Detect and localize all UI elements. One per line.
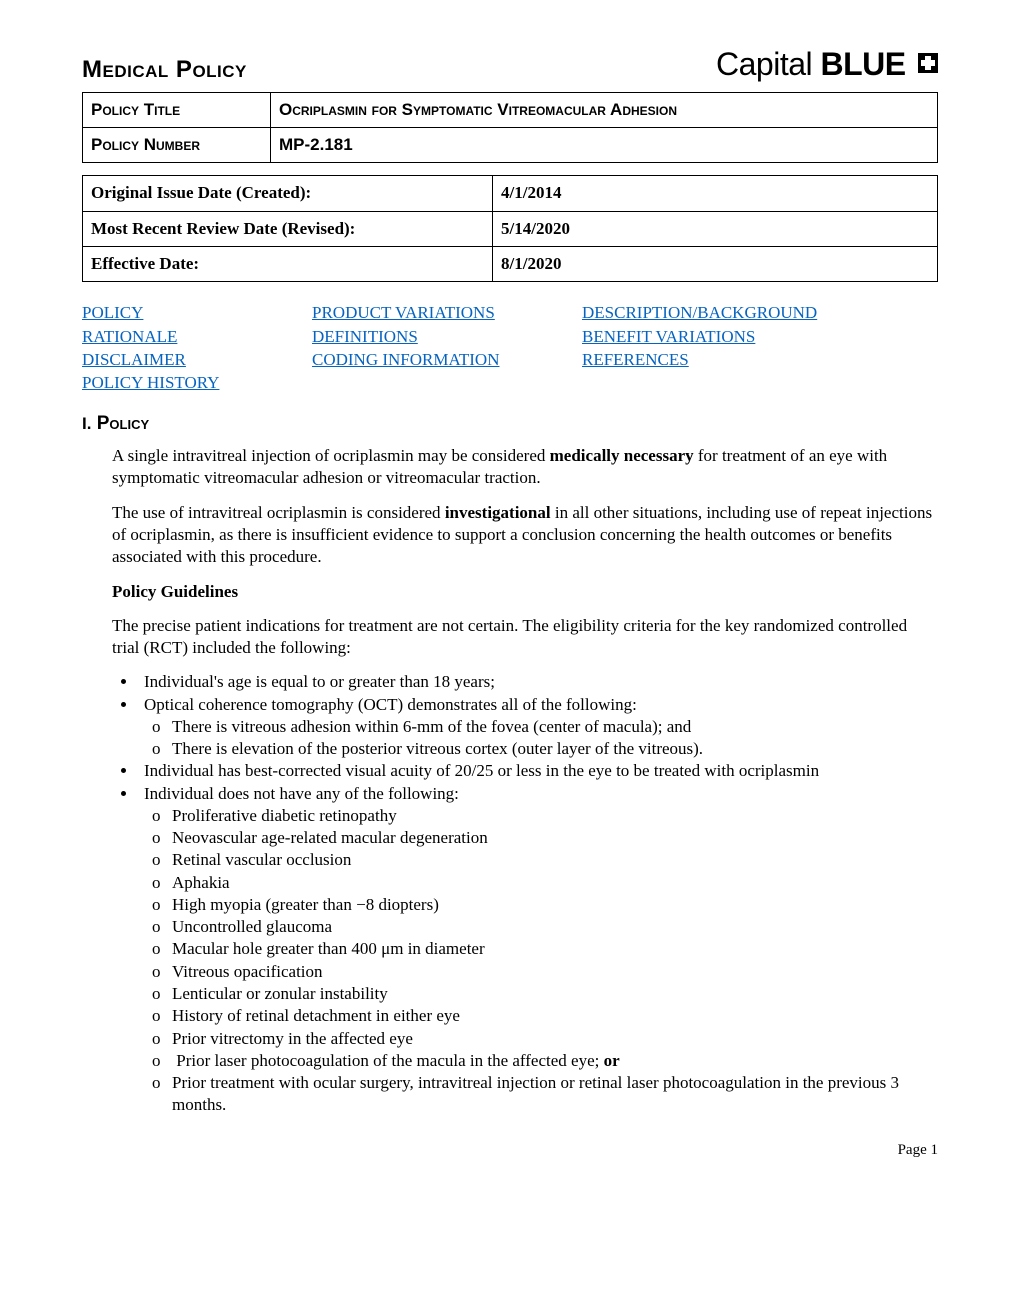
p2-part-b: investigational (445, 503, 551, 522)
effective-date-label: Effective Date: (83, 246, 493, 281)
list-item: Prior laser photocoagulation of the macu… (172, 1050, 938, 1072)
list-item: Individual does not have any of the foll… (138, 783, 938, 1117)
sub-list: There is vitreous adhesion within 6-mm o… (144, 716, 938, 761)
nav-product-variations[interactable]: PRODUCT VARIATIONS (312, 302, 582, 324)
sub-list: Proliferative diabetic retinopathy Neova… (144, 805, 938, 1117)
policy-paragraph-1: A single intravitreal injection of ocrip… (112, 445, 938, 490)
p2-part-a: The use of intravitreal ocriplasmin is c… (112, 503, 445, 522)
table-row: Effective Date: 8/1/2020 (83, 246, 938, 281)
nav-policy-history[interactable]: POLICY HISTORY (82, 372, 312, 394)
list-item-text-or: or (604, 1051, 620, 1070)
policy-paragraph-2: The use of intravitreal ocriplasmin is c… (112, 502, 938, 569)
original-issue-value: 4/1/2014 (493, 176, 938, 211)
table-row: Most Recent Review Date (Revised): 5/14/… (83, 211, 938, 246)
list-item: Lenticular or zonular instability (172, 983, 938, 1005)
list-item-text-a: Prior laser photocoagulation of the macu… (176, 1051, 603, 1070)
page-heading: Medical Policy (82, 54, 247, 85)
list-item: Proliferative diabetic retinopathy (172, 805, 938, 827)
list-item: There is vitreous adhesion within 6-mm o… (172, 716, 938, 738)
logo-text-capital: Capital (716, 46, 812, 82)
nav-disclaimer[interactable]: DISCLAIMER (82, 349, 312, 371)
list-item-text: Individual does not have any of the foll… (144, 784, 459, 803)
list-item: Individual has best-corrected visual acu… (138, 760, 938, 782)
list-item: Neovascular age-related macular degenera… (172, 827, 938, 849)
list-item: Macular hole greater than 400 μm in diam… (172, 938, 938, 960)
criteria-list: Individual's age is equal to or greater … (82, 671, 938, 1116)
header-row: Medical Policy Capital BLUE (82, 44, 938, 86)
logo-text-blue: BLUE (821, 46, 906, 82)
nav-description-background[interactable]: DESCRIPTION/BACKGROUND (582, 302, 938, 324)
nav-rationale[interactable]: RATIONALE (82, 326, 312, 348)
list-item: High myopia (greater than −8 diopters) (172, 894, 938, 916)
list-item: Prior vitrectomy in the affected eye (172, 1028, 938, 1050)
original-issue-label: Original Issue Date (Created): (83, 176, 493, 211)
policy-title-value: Ocriplasmin for Symptomatic Vitreomacula… (271, 92, 938, 127)
list-item: Prior treatment with ocular surgery, int… (172, 1072, 938, 1117)
nav-references[interactable]: REFERENCES (582, 349, 938, 371)
list-item: Individual's age is equal to or greater … (138, 671, 938, 693)
policy-number-label: Policy Number (83, 128, 271, 163)
list-item: Vitreous opacification (172, 961, 938, 983)
section-heading-policy: I. Policy (82, 412, 938, 437)
policy-title-label: Policy Title (83, 92, 271, 127)
policy-number-value: MP-2.181 (271, 128, 938, 163)
dates-table: Original Issue Date (Created): 4/1/2014 … (82, 175, 938, 282)
table-row: Original Issue Date (Created): 4/1/2014 (83, 176, 938, 211)
logo: Capital BLUE (716, 44, 938, 86)
nav-coding-information[interactable]: CODING INFORMATION (312, 349, 582, 371)
policy-guidelines-heading: Policy Guidelines (112, 581, 938, 603)
list-item-text: Optical coherence tomography (OCT) demon… (144, 695, 637, 714)
list-item: Optical coherence tomography (OCT) demon… (138, 694, 938, 761)
table-row: Policy Number MP-2.181 (83, 128, 938, 163)
list-item: Retinal vascular occlusion (172, 849, 938, 871)
nav-definitions[interactable]: DEFINITIONS (312, 326, 582, 348)
policy-guidelines-intro: The precise patient indications for trea… (112, 615, 938, 660)
page-number: Page 1 (82, 1141, 938, 1161)
table-row: Policy Title Ocriplasmin for Symptomatic… (83, 92, 938, 127)
list-item: History of retinal detachment in either … (172, 1005, 938, 1027)
section-title: Policy (91, 413, 149, 434)
review-date-value: 5/14/2020 (493, 211, 938, 246)
list-item: Uncontrolled glaucoma (172, 916, 938, 938)
nav-policy[interactable]: POLICY (82, 302, 312, 324)
p1-part-b: medically necessary (550, 446, 694, 465)
p1-part-a: A single intravitreal injection of ocrip… (112, 446, 550, 465)
policy-title-table: Policy Title Ocriplasmin for Symptomatic… (82, 92, 938, 164)
list-item: Aphakia (172, 872, 938, 894)
cross-icon (918, 53, 938, 73)
list-item: There is elevation of the posterior vitr… (172, 738, 938, 760)
effective-date-value: 8/1/2020 (493, 246, 938, 281)
nav-links: POLICY PRODUCT VARIATIONS DESCRIPTION/BA… (82, 302, 938, 394)
nav-benefit-variations[interactable]: BENEFIT VARIATIONS (582, 326, 938, 348)
review-date-label: Most Recent Review Date (Revised): (83, 211, 493, 246)
